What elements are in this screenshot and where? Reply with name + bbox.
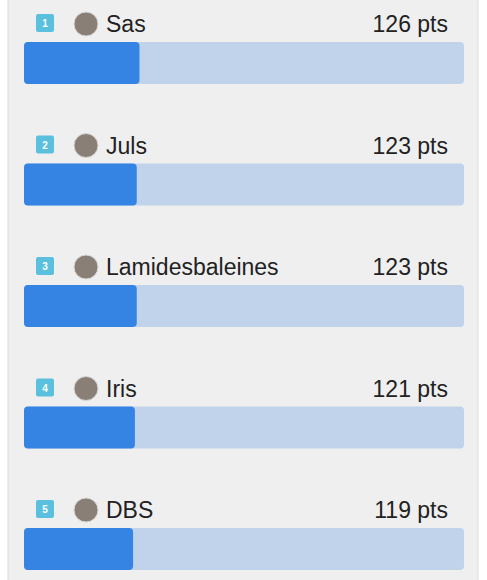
bar-track [24,164,464,206]
rank-label: 5 [42,504,48,515]
player-name: Sas [106,11,146,37]
rank-badge [36,257,54,275]
points-label: 123 pts [373,254,448,280]
avatar [74,255,98,279]
bar [24,42,140,84]
rank-badge [36,500,54,518]
tracks [24,42,464,570]
rank-badge [36,379,54,397]
bar-track [24,407,464,449]
player-name: DBS [106,497,153,523]
points-label: 119 pts [374,497,448,523]
panel [8,0,478,580]
player-name: Lamidesbaleines [106,254,279,280]
chart: 1 2 3 4 5 Sas Juls Lamidesbaleines Iris DBS 126 pt… [0,0,487,580]
bar [24,164,137,206]
avatar [74,12,98,36]
player-name: Iris [106,376,137,402]
bar-track [24,528,464,570]
avatar [74,377,98,401]
rank-label: 4 [42,383,48,394]
bar [24,528,133,570]
bar [24,285,137,327]
points-label: 123 pts [373,133,448,159]
bar [24,407,135,449]
points-label: 121 pts [373,376,448,402]
player-name: Juls [106,133,147,159]
rank-label: 3 [42,261,48,272]
rank-badge [36,14,54,32]
avatar [74,498,98,522]
labels: 1 2 3 4 5 Sas Juls Lamidesbaleines Iris DBS 126 pt… [36,11,448,523]
bar-track [24,285,464,327]
rank-label: 2 [42,140,48,151]
rank-label: 1 [42,18,48,29]
points-label: 126 pts [373,11,448,37]
avatar [74,134,98,158]
rank-badge [36,136,54,154]
bars [24,42,140,570]
bar-track [24,42,464,84]
